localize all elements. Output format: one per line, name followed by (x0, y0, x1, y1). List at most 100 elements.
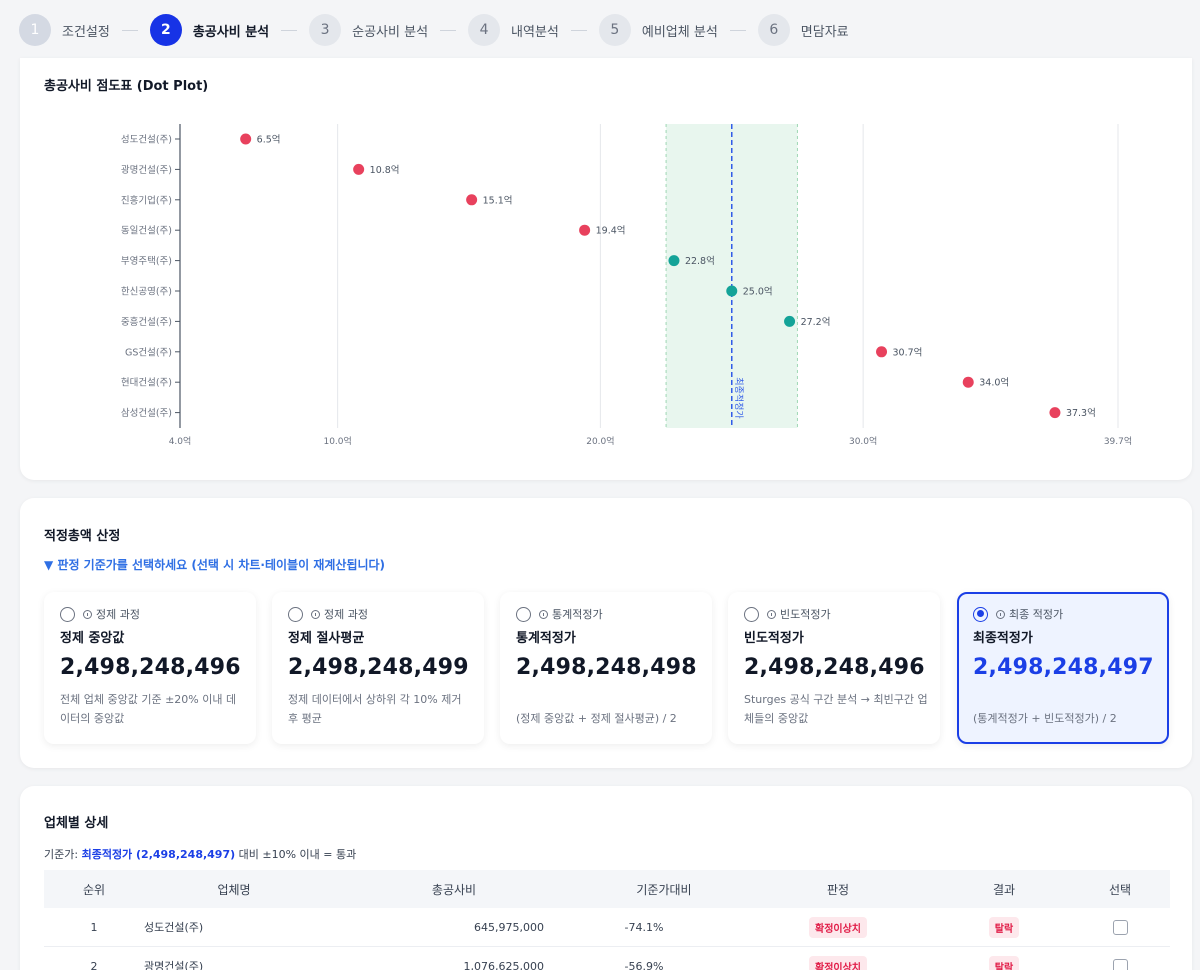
x-tick-label: 4.0억 (169, 435, 192, 447)
data-label: 19.4억 (596, 225, 626, 237)
company-detail-card: 업체별 상세 기준가: 최종적정가 (2,498,248,497) 대비 ±10… (20, 786, 1192, 970)
header-judgement[interactable]: 판정 (826, 882, 850, 897)
table-row[interactable]: 1 성도건설(주) 645,975,000 -74.1% 확정이상치 탈락 (44, 908, 1170, 947)
dot-plot-title: 총공사비 점도표 (Dot Plot) (44, 79, 209, 94)
price-selection-card: 적정총액 산정 ▼ 판정 기준가를 선택하세요 (선택 시 차트·테이블이 재계… (20, 498, 1192, 768)
x-tick-label: 30.0억 (849, 435, 877, 447)
step-6[interactable]: 6 면담자료 (757, 14, 849, 46)
judgement-badge: 확정이상치 (809, 916, 867, 938)
dot-plot-card: 총공사비 점도표 (Dot Plot) 4.0억 10.0억 20.0억 30.0억 3… (20, 58, 1192, 480)
option-refined-trimmed-mean[interactable]: 정제 과정 정제 절사평균 2,498,248,499 정제 데이터에서 상하위… (272, 592, 484, 744)
row-checkbox[interactable] (1112, 958, 1128, 970)
option-tag: 정제 과정 (96, 608, 140, 621)
step-number: 1 (19, 14, 51, 46)
step-number: 5 (598, 14, 631, 46)
radio-button[interactable] (516, 606, 531, 622)
y-tick-label: 성도건설(주) (121, 135, 172, 146)
option-title: 최종적정가 (973, 631, 1033, 646)
basis-text: 기준가: 최종적정가 (2,498,248,497) 대비 ±10% 이내 = … (44, 846, 356, 862)
option-description: (통계적정가 + 빈도적정가) / 2 (973, 712, 1117, 725)
step-number: 3 (309, 14, 342, 46)
selection-hint: ▼ 판정 기준가를 선택하세요 (선택 시 차트·테이블이 재계산됩니다) (44, 558, 386, 572)
info-icon (539, 609, 548, 619)
row-ratio: -56.9% (624, 959, 664, 970)
data-label: 34.0억 (979, 377, 1009, 389)
row-result: 탈락 (944, 908, 1064, 946)
row-total-cost: 1,076,625,000 (463, 959, 544, 970)
step-4[interactable]: 4 내역분석 (468, 14, 559, 46)
step-5[interactable]: 5 예비업체 분석 (598, 14, 718, 46)
header-rank[interactable]: 순위 (82, 882, 106, 897)
option-value: 2,498,248,496 (60, 655, 241, 680)
radio-button-selected[interactable] (973, 606, 988, 622)
row-ratio: -74.1% (624, 920, 664, 934)
option-final-price[interactable]: 최종 적정가 최종적정가 2,498,248,497 (통계적정가 + 빈도적정… (957, 592, 1169, 744)
selection-title: 적정총액 산정 (44, 529, 121, 544)
option-value: 2,498,248,499 (288, 655, 469, 680)
basis-suffix: 대비 ±10% 이내 = 통과 (238, 848, 357, 861)
option-statistical-price[interactable]: 통계적정가 통계적정가 2,498,248,498 (정제 중앙값 + 정제 절… (500, 592, 712, 744)
row-select (1064, 947, 1176, 970)
data-point (353, 163, 365, 175)
data-point (726, 285, 738, 297)
data-label: 37.3억 (1066, 407, 1096, 419)
option-frequency-price[interactable]: 빈도적정가 빈도적정가 2,498,248,496 Sturges 공식 구간 … (728, 592, 940, 744)
data-point (579, 224, 591, 236)
option-title: 정제 절사평균 (288, 631, 365, 646)
radio-button[interactable] (744, 606, 759, 622)
data-point (240, 133, 252, 145)
data-label: 27.2억 (801, 316, 831, 328)
data-point (876, 346, 888, 358)
option-description: 정제 데이터에서 상하위 각 10% 제거 후 평균 (288, 693, 462, 725)
radio-button[interactable] (288, 606, 303, 622)
info-icon (996, 609, 1005, 619)
header-company[interactable]: 업체명 (217, 882, 251, 897)
option-value: 2,498,248,497 (973, 655, 1154, 680)
option-description: (정제 중앙값 + 정제 절사평균) / 2 (516, 712, 677, 725)
row-total-cost: 645,975,000 (474, 920, 544, 934)
x-tick-label: 10.0억 (323, 435, 351, 447)
radio-button[interactable] (60, 606, 75, 622)
header-select: 선택 (1108, 882, 1132, 897)
step-1[interactable]: 1 조건설정 (19, 14, 110, 46)
step-separator (121, 29, 138, 31)
header-total-cost[interactable]: 총공사비 (431, 882, 477, 897)
row-judgement: 확정이상치 (744, 908, 932, 946)
basis-prefix: 기준가: (44, 848, 79, 861)
step-label: 면담자료 (800, 24, 849, 40)
header-ratio[interactable]: 기준가대비 (636, 882, 692, 897)
y-tick-label: 동일건설(주) (121, 226, 172, 237)
option-tag: 통계적정가 (552, 608, 603, 621)
detail-title: 업체별 상세 (44, 816, 109, 831)
data-point (962, 376, 974, 388)
y-tick-label: 광명건설(주) (121, 164, 172, 176)
data-label: 10.8억 (370, 164, 400, 176)
data-label: 30.7억 (893, 346, 923, 358)
step-number: 6 (757, 14, 790, 46)
step-separator (570, 29, 587, 31)
y-tick-label: 진흥기업(주) (121, 194, 172, 206)
step-2[interactable]: 2 총공사비 분석 (149, 14, 270, 46)
result-badge: 탈락 (988, 916, 1020, 938)
dot-plot-chart: 4.0억 10.0억 20.0억 30.0억 39.7억 최종적정가 성도건설(주) 6.5억… (121, 124, 1132, 447)
step-label: 총공사비 분석 (192, 24, 270, 40)
table-header: 순위 업체명 총공사비 기준가대비 판정 결과 선택 (44, 870, 1170, 908)
option-title: 정제 중앙값 (60, 631, 125, 646)
option-title: 빈도적정가 (744, 631, 804, 646)
info-icon (83, 609, 92, 619)
final-price-line-label: 최종적정가 (733, 377, 745, 418)
option-refined-median[interactable]: 정제 과정 정제 중앙값 2,498,248,496 전체 업체 중앙값 기준 … (44, 592, 256, 744)
data-label: 25.0억 (743, 286, 773, 298)
judgement-badge: 확정이상치 (809, 955, 867, 970)
y-tick-label: 삼성건설(주) (121, 408, 172, 419)
row-rank: 2 (90, 959, 98, 970)
option-description: Sturges 공식 구간 분석 → 최빈구간 업체들의 중앙값 (744, 693, 928, 725)
step-number: 4 (468, 14, 501, 46)
table-row[interactable]: 2 광명건설(주) 1,076,625,000 -56.9% 확정이상치 탈락 (44, 947, 1170, 970)
header-result[interactable]: 결과 (992, 882, 1016, 897)
y-tick-label: 한신공영(주) (121, 287, 172, 298)
row-rank: 1 (90, 920, 98, 934)
row-checkbox[interactable] (1112, 919, 1128, 935)
step-3[interactable]: 3 순공사비 분석 (309, 14, 428, 46)
data-label: 15.1억 (483, 194, 513, 206)
